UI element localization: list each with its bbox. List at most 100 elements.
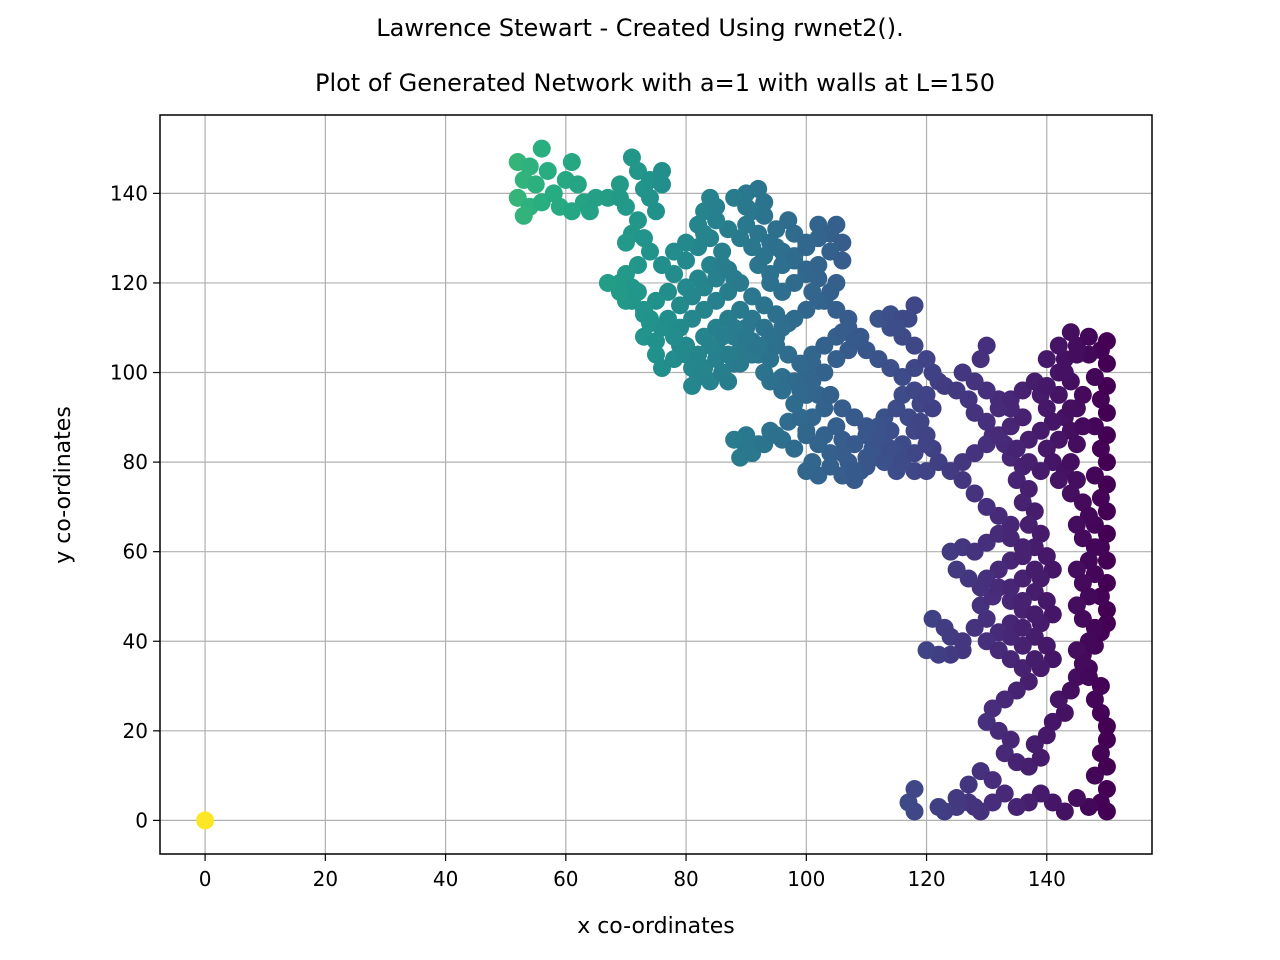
x-tick-label: 40 <box>433 867 458 891</box>
network-point <box>677 233 696 252</box>
network-point <box>1067 471 1086 490</box>
network-point <box>887 318 906 337</box>
network-point <box>1067 515 1086 534</box>
network-point <box>749 179 768 198</box>
network-point <box>1091 677 1110 696</box>
network-point <box>1073 654 1092 673</box>
x-tick-label: 0 <box>199 867 212 891</box>
network-point <box>610 175 629 194</box>
network-point <box>647 345 665 364</box>
network-point <box>520 157 539 176</box>
network-point <box>785 439 804 458</box>
network-point <box>1061 453 1080 472</box>
network-point <box>544 184 563 203</box>
network-point <box>1061 681 1080 700</box>
network-point <box>977 412 996 431</box>
network-point <box>1037 726 1056 745</box>
network-point <box>1085 766 1104 785</box>
network-point <box>719 372 738 391</box>
network-point <box>761 273 780 292</box>
network-point <box>1025 560 1044 579</box>
network-point <box>616 233 635 252</box>
y-tick-label: 20 <box>123 719 148 743</box>
network-point <box>905 780 924 799</box>
network-point <box>640 242 659 261</box>
network-point <box>1013 591 1032 610</box>
network-point <box>653 256 672 275</box>
x-axis-label: x co-ordinates <box>577 914 735 939</box>
network-point <box>1097 502 1116 521</box>
network-point <box>1049 336 1068 355</box>
y-tick-label: 80 <box>123 450 148 474</box>
network-point <box>1097 551 1116 570</box>
y-tick-label: 100 <box>110 361 148 385</box>
network-point <box>947 560 966 579</box>
network-point <box>1097 600 1116 619</box>
network-point <box>568 175 587 194</box>
network-point <box>628 211 647 230</box>
network-point <box>1097 780 1116 799</box>
network-point <box>1037 376 1056 395</box>
network-point <box>1037 591 1056 610</box>
network-point <box>1013 618 1032 637</box>
network-point <box>809 435 828 454</box>
network-point <box>1037 439 1056 458</box>
network-point <box>923 363 942 382</box>
network-point <box>917 435 936 454</box>
network-point <box>833 444 852 463</box>
network-point <box>562 202 581 221</box>
network-point <box>767 426 786 445</box>
network-point <box>1067 641 1086 660</box>
chart-title: Lawrence Stewart - Created Using rwnet2(… <box>376 14 904 42</box>
network-point <box>791 381 810 400</box>
network-point <box>971 350 990 369</box>
network-point <box>1037 350 1056 369</box>
network-point <box>845 462 864 481</box>
network-point <box>653 175 672 194</box>
network-point <box>580 202 599 221</box>
x-tick-label: 100 <box>787 867 825 891</box>
network-point <box>616 197 635 216</box>
network-point <box>929 797 948 816</box>
network-point <box>959 390 978 409</box>
network-point <box>1085 690 1104 709</box>
network-point <box>719 260 738 279</box>
network-point <box>977 336 996 355</box>
network-point <box>977 609 996 628</box>
network-point <box>1055 363 1074 382</box>
network-point <box>1073 493 1092 512</box>
network-point <box>1031 748 1050 767</box>
network-point <box>911 412 930 431</box>
network-point <box>1097 717 1116 736</box>
network-point <box>1013 547 1032 566</box>
network-point <box>1067 789 1086 808</box>
network-point <box>1025 605 1044 624</box>
network-point <box>797 233 816 252</box>
network-point <box>1085 466 1104 485</box>
network-point <box>695 224 714 243</box>
network-point <box>737 439 756 458</box>
x-tick-label: 60 <box>553 867 578 891</box>
y-axis-ticks: 0 20 40 60 80 100 120 140 <box>110 181 160 832</box>
network-point <box>959 775 978 794</box>
network-point <box>532 139 551 158</box>
network-point <box>833 251 852 270</box>
network-point <box>640 188 659 207</box>
network-point <box>1025 650 1044 669</box>
network-point <box>1031 462 1050 481</box>
network-point <box>1061 323 1080 342</box>
network-point <box>1067 560 1086 579</box>
network-point <box>1091 744 1110 763</box>
network-point <box>707 197 726 216</box>
x-tick-label: 140 <box>1028 867 1066 891</box>
network-point <box>1097 802 1116 821</box>
network-point <box>1097 332 1116 351</box>
network-point <box>640 309 659 328</box>
network-point <box>1091 488 1110 507</box>
network-point <box>737 197 756 216</box>
network-point <box>977 497 996 516</box>
y-tick-label: 60 <box>123 540 148 564</box>
network-point <box>1037 399 1056 418</box>
x-tick-label: 120 <box>907 867 945 891</box>
